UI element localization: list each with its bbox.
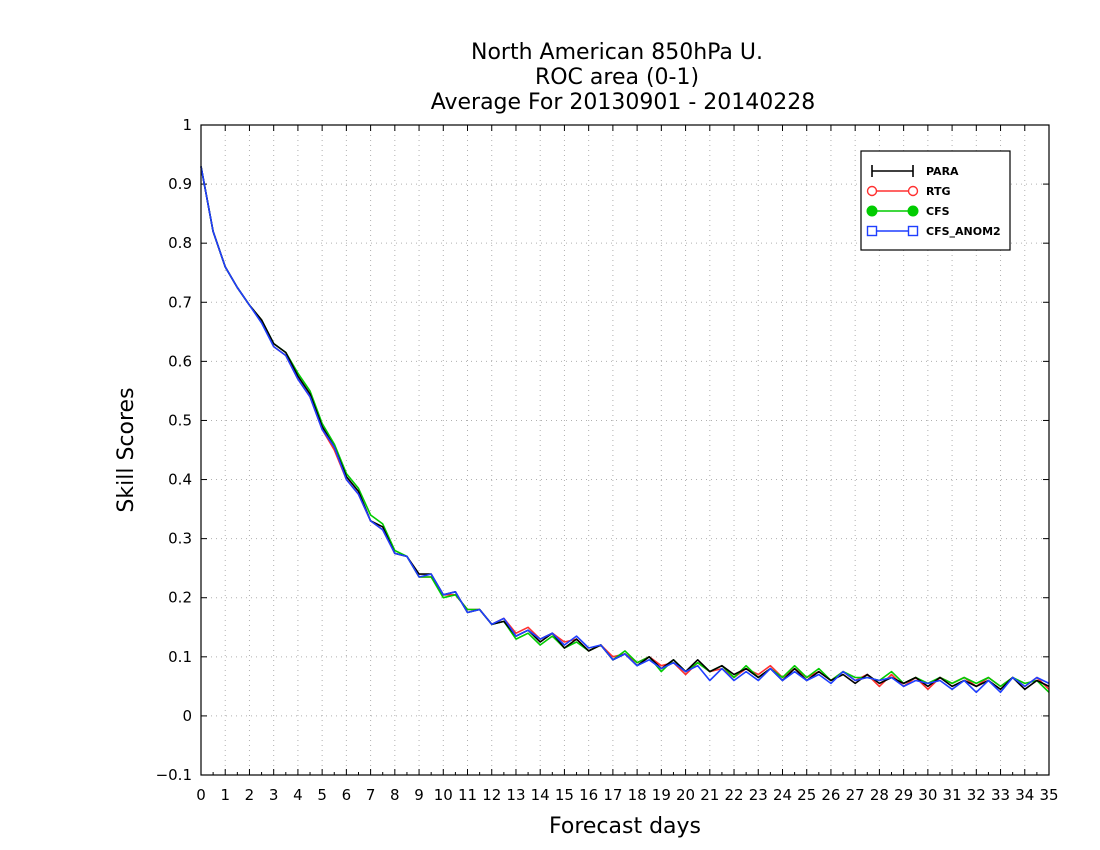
legend-label: CFS_ANOM2 [926,225,1001,238]
legend-item-para: PARA [871,165,959,178]
x-tick-label: 9 [414,786,424,804]
x-tick-label: 33 [991,786,1010,804]
legend-marker [866,205,878,217]
x-tick-label: 20 [676,786,695,804]
legend-label: CFS [926,205,950,218]
legend-marker [907,205,919,217]
y-tick-label: 0.6 [168,352,192,370]
legend: PARA RTG CFS CFS_ANOM2 [860,150,1011,251]
x-axis-label: Forecast days [549,814,701,839]
legend-label: PARA [926,165,959,178]
x-axis-ticks: 0 1 2 3 4 5 6 7 8 9 10 11 12 13 14 15 16 17 18 19 20 21 22 23 24… [196,125,1059,804]
y-axis-label: Skill Scores [114,387,139,512]
legend-marker [907,225,919,237]
y-tick-label: 0.5 [168,411,192,429]
x-tick-label: 28 [870,786,889,804]
legend-box [860,150,1011,251]
x-tick-label: 19 [652,786,671,804]
y-tick-label: 0 [182,707,192,725]
legend-item-cfs: CFS [866,205,950,218]
x-tick-label: 12 [482,786,501,804]
chart-title: North American 850hPa U. ROC area (0-1) … [431,40,816,115]
x-tick-label: 24 [773,786,792,804]
x-tick-label: 31 [943,786,962,804]
y-tick-label: 0.4 [168,471,192,489]
y-tick-label: 0.1 [168,648,192,666]
x-tick-label: 8 [390,786,400,804]
y-tick-label: 0.3 [168,530,192,548]
x-tick-label: 7 [366,786,376,804]
x-tick-label: 30 [918,786,937,804]
x-tick-label: 15 [555,786,574,804]
x-tick-label: 17 [603,786,622,804]
x-tick-label: 4 [293,786,303,804]
y-tick-label: 0.2 [168,589,192,607]
x-tick-label: 1 [220,786,230,804]
x-tick-label: 11 [458,786,477,804]
x-tick-label: 35 [1039,786,1058,804]
x-tick-label: 22 [724,786,743,804]
y-tick-label: 1 [182,116,192,134]
title-line-2: ROC area (0-1) [535,65,699,90]
x-tick-label: 23 [749,786,768,804]
x-tick-label: 2 [245,786,255,804]
y-tick-label: 0.8 [168,234,192,252]
title-line-1: North American 850hPa U. [471,40,763,65]
series-lines [200,166,1050,694]
legend-marker [866,185,878,197]
plot-frame [200,124,1050,776]
legend-item-cfs-anom2: CFS_ANOM2 [866,225,1001,238]
legend-item-rtg: RTG [866,185,951,198]
y-tick-label: 0.7 [168,293,192,311]
x-tick-label: 18 [628,786,647,804]
legend-marker [866,225,878,237]
x-tick-label: 14 [531,786,550,804]
title-line-3: Average For 20130901 - 20140228 [431,90,816,115]
x-tick-label: 21 [700,786,719,804]
legend-label: RTG [926,185,951,198]
x-tick-label: 27 [846,786,865,804]
grid [200,124,1050,776]
x-tick-label: 0 [196,786,206,804]
x-tick-label: 16 [579,786,598,804]
y-tick-label: −0.1 [156,766,192,784]
series-line-cfs-anom2 [200,166,1050,694]
x-tick-label: 29 [894,786,913,804]
x-tick-label: 25 [797,786,816,804]
y-tick-label: 0.9 [168,175,192,193]
x-tick-label: 34 [1015,786,1034,804]
x-tick-label: 10 [434,786,453,804]
legend-marker [907,185,919,197]
x-tick-label: 3 [269,786,279,804]
x-tick-label: 5 [317,786,327,804]
x-tick-label: 32 [967,786,986,804]
x-tick-label: 6 [342,786,352,804]
x-tick-label: 13 [506,786,525,804]
x-tick-label: 26 [821,786,840,804]
